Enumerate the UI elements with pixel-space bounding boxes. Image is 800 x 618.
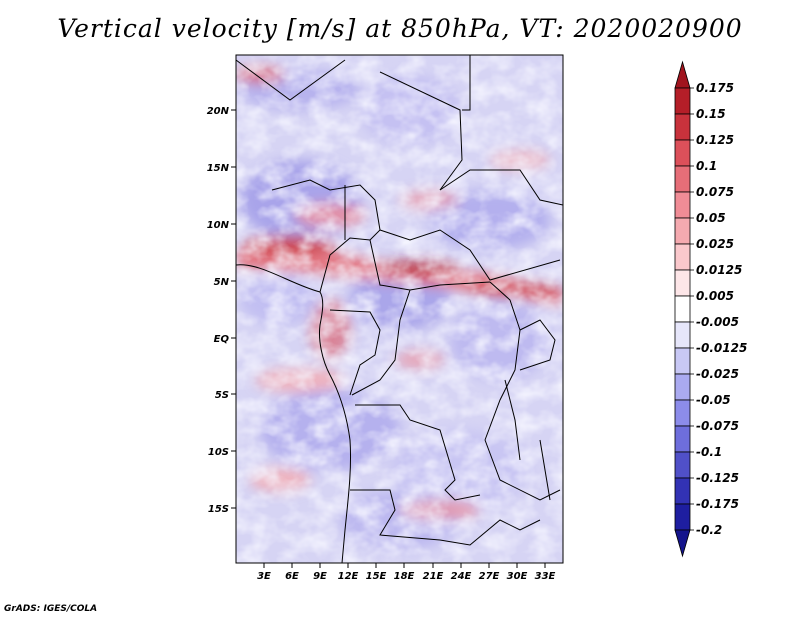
coastline	[236, 264, 352, 563]
map-frame	[235, 54, 564, 564]
colorbar-label: -0.075	[696, 419, 739, 433]
colorbar-segment	[674, 477, 691, 505]
grads-credit: GrADS: IGES/COLA	[4, 604, 98, 614]
colorbar-segment	[674, 191, 691, 219]
colorbar-segment	[674, 113, 691, 141]
lon-label: 18E	[394, 571, 415, 582]
colorbar-segment	[674, 165, 691, 193]
lon-label: 6E	[285, 571, 299, 582]
colorbar-segment	[674, 139, 691, 167]
colorbar-segment	[674, 321, 691, 349]
field-texture	[236, 55, 563, 563]
colorbar-label: 0.025	[696, 237, 734, 251]
colorbar-label: -0.125	[696, 471, 739, 485]
colorbar-label: 0.05	[696, 211, 726, 225]
colorbar-segment	[674, 451, 691, 479]
border	[271, 179, 381, 293]
colorbar-segment	[674, 269, 691, 297]
lon-label: 33E	[535, 571, 556, 582]
colorbar-label: -0.2	[696, 523, 722, 537]
colorbar-segment	[674, 87, 691, 115]
lat-label: 15N	[207, 163, 230, 174]
colorbar-label: -0.025	[696, 367, 739, 381]
map-title: Vertical velocity [m/s] at 850hPa, VT: 2…	[57, 14, 743, 43]
lat-label: 10N	[207, 220, 230, 231]
border	[462, 55, 471, 111]
colorbar-label: 0.125	[696, 133, 734, 147]
colorbar-segment	[674, 217, 691, 245]
border	[484, 439, 561, 501]
border	[484, 281, 521, 441]
border	[350, 489, 441, 541]
colorbar-segment	[674, 373, 691, 401]
colorbar-segment	[674, 295, 691, 323]
colorbar-segment	[674, 503, 691, 531]
lon-label: 3E	[257, 571, 271, 582]
border	[379, 71, 463, 191]
colorbar-segment	[674, 529, 691, 558]
colorbar-label: 0.1	[696, 159, 717, 173]
colorbar-label: 0.175	[696, 81, 734, 95]
lake-malawi	[539, 439, 551, 501]
lat-label: EQ	[214, 334, 230, 345]
colorbar-label: -0.05	[696, 393, 731, 407]
colorbar-label: 0.075	[696, 185, 734, 199]
colorbar-label: 0.0125	[696, 263, 742, 277]
colorbar-label: 0.005	[696, 289, 734, 303]
colorbar-label: -0.175	[696, 497, 739, 511]
colorbar-label: 0.15	[696, 107, 726, 121]
lake-victoria	[519, 319, 556, 371]
lon-label: 9E	[313, 571, 327, 582]
lat-label: 5N	[214, 277, 230, 288]
lat-label: 20N	[207, 106, 230, 117]
colorbar-label: -0.005	[696, 315, 739, 329]
colorbar-segment	[674, 60, 691, 89]
lat-label: 15S	[208, 504, 229, 515]
lon-axis: 3E 6E 9E 12E 15E 18E 21E 24E 27E 30E 33E	[257, 563, 556, 582]
lon-label: 21E	[423, 571, 444, 582]
lon-label: 24E	[451, 571, 472, 582]
colorbar-segment	[674, 425, 691, 453]
velocity-field	[236, 55, 563, 563]
colorbar-label: -0.0125	[696, 341, 747, 355]
border	[329, 309, 381, 396]
lat-axis: 20N 15N 10N 5N EQ 5S 10S 15S	[207, 106, 236, 515]
lat-label: 10S	[208, 447, 229, 458]
colorbar-segment	[674, 347, 691, 375]
colorbar-segment	[674, 399, 691, 427]
lon-label: 30E	[507, 571, 528, 582]
lake-tanganyika	[504, 379, 521, 461]
lon-label: 12E	[338, 571, 359, 582]
border	[351, 289, 411, 396]
border	[379, 229, 561, 281]
border	[439, 169, 563, 206]
lon-label: 15E	[366, 571, 387, 582]
colorbar-label: -0.1	[696, 445, 722, 459]
colorbar-segment	[674, 243, 691, 271]
border	[236, 59, 346, 101]
borders	[236, 55, 563, 563]
border	[439, 519, 541, 546]
lat-label: 5S	[215, 390, 229, 401]
border	[355, 404, 481, 501]
colorbar: 0.175 0.15 0.125 0.1 0.075 0.05 0.025 0.0125 0.0…	[674, 60, 747, 558]
lon-label: 27E	[479, 571, 500, 582]
